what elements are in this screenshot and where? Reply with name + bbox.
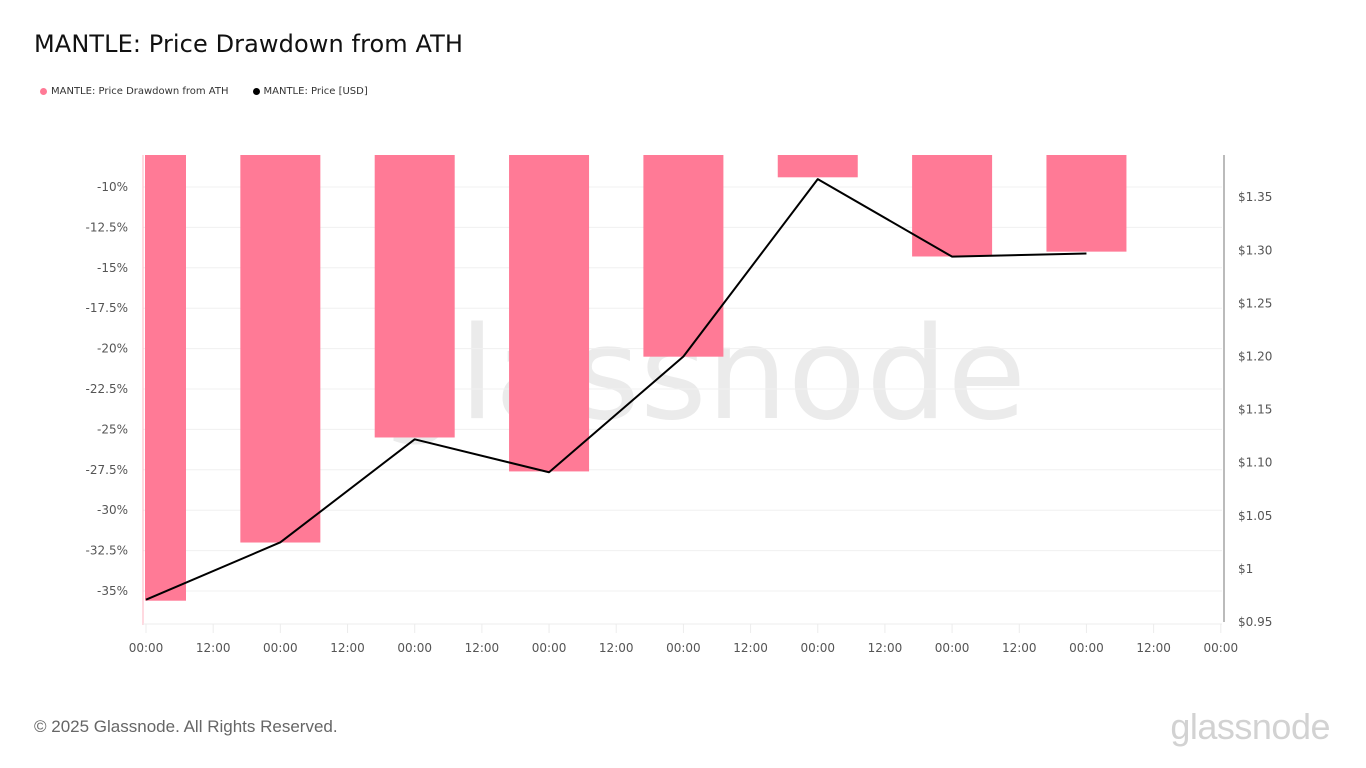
x-axis-tick-label: 12:00 <box>196 641 231 655</box>
legend-dot-price <box>252 88 260 95</box>
left-axis-tick-label: -12.5% <box>86 220 128 234</box>
x-axis-tick-label: 12:00 <box>330 641 365 655</box>
right-axis-tick-label: $1.30 <box>1238 243 1272 257</box>
x-axis-tick-label: 12:00 <box>1136 641 1171 655</box>
x-axis-tick-label: 12:00 <box>465 641 500 655</box>
drawdown-bars <box>145 155 1127 601</box>
gridlines <box>143 186 1222 592</box>
legend-label-price: MANTLE: Price [USD] <box>263 86 368 97</box>
x-axis-tick-label: 12:00 <box>599 641 634 655</box>
x-axis-tick-label: 00:00 <box>1069 641 1104 655</box>
drawdown-bar <box>240 155 321 543</box>
x-axis-tick-label: 12:00 <box>868 641 903 655</box>
legend-item-price[interactable]: MANTLE: Price [USD] <box>252 86 368 97</box>
drawdown-bar <box>912 155 993 257</box>
right-axis-tick-label: $1.35 <box>1238 190 1272 204</box>
drawdown-bar <box>1046 155 1127 252</box>
legend-item-drawdown[interactable]: MANTLE: Price Drawdown from ATH <box>40 86 229 97</box>
left-axis-tick-label: -20% <box>97 342 128 356</box>
x-axis-tick-label: 00:00 <box>129 641 164 655</box>
right-axis-tick-label: $1.15 <box>1238 403 1272 417</box>
right-axis-tick-label: $1.05 <box>1238 509 1272 523</box>
right-axis-tick-label: $1.10 <box>1238 456 1272 470</box>
x-axis-tick-label: 00:00 <box>532 641 567 655</box>
left-axis-tick-label: -17.5% <box>86 301 128 315</box>
x-axis-tick-label: 00:00 <box>800 641 835 655</box>
x-axis-tick-label: 12:00 <box>1002 641 1037 655</box>
price-line-path <box>145 178 1087 601</box>
left-axis-tick-label: -30% <box>97 503 128 517</box>
x-axis-tick-label: 12:00 <box>733 641 768 655</box>
drawdown-bar <box>145 155 186 601</box>
drawdown-bar <box>374 155 455 438</box>
left-axis-tick-label: -35% <box>97 584 128 598</box>
right-axis-tick-label: $1 <box>1238 562 1253 576</box>
x-axis-tick-label: 00:00 <box>1204 641 1239 655</box>
drawdown-bar <box>643 155 724 357</box>
chart-title: MANTLE: Price Drawdown from ATH <box>34 30 464 58</box>
drawdown-bar <box>509 155 590 472</box>
left-axis-tick-label: -22.5% <box>86 382 128 396</box>
left-axis-tick-label: -27.5% <box>86 463 128 477</box>
legend-label-drawdown: MANTLE: Price Drawdown from ATH <box>51 86 229 97</box>
price-line <box>145 178 1087 601</box>
drawdown-bar <box>777 155 858 178</box>
left-axis-tick-label: -10% <box>97 180 128 194</box>
legend-dot-drawdown <box>40 88 47 95</box>
left-axis-tick-label: -25% <box>97 422 128 436</box>
left-axis-tick-label: -15% <box>97 261 128 275</box>
left-axis-tick-label: -32.5% <box>86 544 128 558</box>
x-axis-tick-label: 00:00 <box>397 641 432 655</box>
right-axis-tick-label: $1.25 <box>1238 296 1272 310</box>
x-axis-tick-label: 00:00 <box>263 641 298 655</box>
axes: -10% -12.5% -15% -17.5% -20% -22.5% -25% -27.5%… <box>86 155 1272 655</box>
legend: MANTLE: Price Drawdown from ATH MANTLE: … <box>40 86 368 97</box>
glassnode-logo: glassnode <box>1170 706 1330 747</box>
copyright-text: © 2025 Glassnode. All Rights Reserved. <box>34 717 338 736</box>
right-axis-tick-label: $1.20 <box>1238 350 1272 364</box>
x-axis-tick-label: 00:00 <box>666 641 701 655</box>
right-axis-tick-label: $0.95 <box>1238 615 1272 629</box>
x-axis-tick-label: 00:00 <box>935 641 970 655</box>
